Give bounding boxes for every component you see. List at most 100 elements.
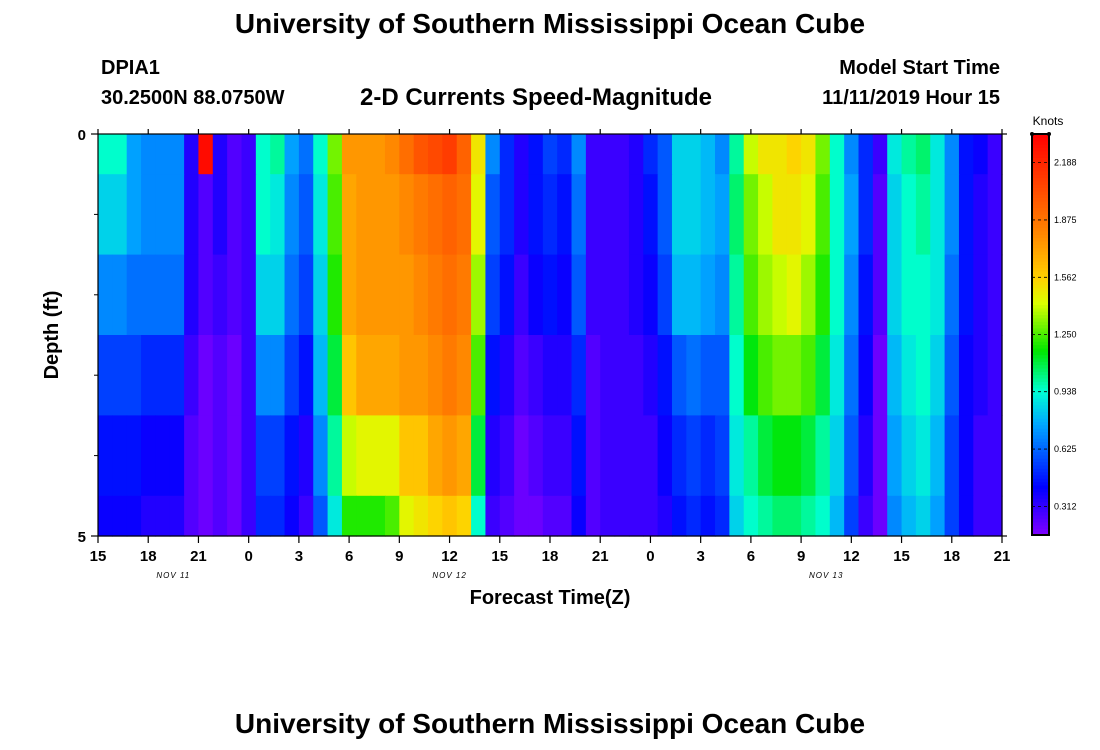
- colorbar-segment: [1032, 471, 1049, 476]
- heatmap-cell: [255, 335, 271, 416]
- heatmap-cell: [887, 254, 903, 336]
- heatmap-cell: [327, 335, 343, 416]
- colorbar-segment: [1032, 244, 1049, 249]
- heatmap-cell: [442, 254, 458, 336]
- heatmap-cell: [715, 134, 730, 175]
- heatmap-cell: [169, 254, 185, 336]
- heatmap-cell: [270, 415, 286, 497]
- heatmap-cell: [428, 495, 443, 537]
- heatmap-cell: [987, 134, 1003, 175]
- heatmap-cell: [944, 174, 960, 256]
- heatmap-cell: [628, 134, 644, 175]
- footer-title: University of Southern Mississippi Ocean…: [234, 708, 866, 739]
- heatmap-cell: [915, 134, 931, 175]
- heatmap-cell: [155, 254, 171, 336]
- heatmap-cell: [98, 174, 113, 256]
- heatmap-cell: [227, 174, 243, 256]
- heatmap-cell: [384, 174, 400, 256]
- heatmap-cell: [212, 134, 228, 175]
- colorbar-segment: [1032, 418, 1049, 422]
- colorbar-segment: [1032, 484, 1049, 489]
- colorbar-segment: [1032, 491, 1049, 496]
- heatmap-cell: [485, 254, 501, 336]
- heatmap-cell: [126, 174, 142, 256]
- colorbar-segment: [1032, 397, 1049, 402]
- heatmap-cell: [901, 495, 917, 537]
- heatmap-cell: [155, 174, 171, 256]
- heatmap-cell: [442, 415, 458, 497]
- colorbar-segment: [1032, 448, 1049, 453]
- heatmap-cell: [198, 254, 214, 336]
- heatmap-cell: [600, 174, 616, 256]
- heatmap-cell: [542, 415, 558, 497]
- heatmap-cell: [686, 174, 702, 256]
- heatmap-cell: [772, 254, 788, 336]
- heatmap-cell: [557, 415, 573, 497]
- heatmap-cell: [743, 254, 759, 336]
- heatmap-cell: [628, 335, 644, 416]
- heatmap-cell: [313, 134, 329, 175]
- heatmap-cell: [801, 134, 817, 175]
- heatmap-cell: [399, 495, 415, 537]
- heatmap-cell: [356, 174, 372, 256]
- heatmap-cell: [327, 174, 343, 256]
- heatmap-cell: [815, 134, 831, 175]
- heatmap-cell: [499, 174, 515, 256]
- heatmap-cell: [98, 134, 113, 175]
- heatmap-cell: [930, 415, 946, 497]
- colorbar-segment: [1032, 150, 1049, 155]
- heatmap-cell: [255, 254, 271, 336]
- heatmap-cell: [571, 415, 587, 497]
- x-tick-label: 21: [190, 548, 207, 565]
- heatmap-cell: [671, 415, 687, 497]
- heatmap-cell: [198, 174, 214, 256]
- heatmap-cell: [801, 254, 817, 336]
- colorbar-segment: [1032, 498, 1049, 503]
- heatmap-cell: [600, 134, 616, 175]
- colorbar-segment: [1032, 260, 1049, 265]
- heatmap-cell: [456, 335, 472, 416]
- heatmap-cell: [413, 174, 429, 256]
- heatmap-cell: [686, 495, 702, 537]
- station-coordinates: 30.2500N 88.0750W: [101, 87, 285, 109]
- heatmap-cell: [600, 415, 616, 497]
- colorbar-segment: [1032, 364, 1049, 369]
- heatmap-cell: [772, 495, 788, 537]
- heatmap-cell: [729, 495, 745, 537]
- heatmap-cell: [126, 495, 142, 537]
- heatmap-cell: [370, 174, 386, 256]
- heatmap-cell: [801, 174, 817, 256]
- heatmap-cell: [384, 335, 400, 416]
- heatmap-cell: [370, 415, 386, 497]
- heatmap-cell: [758, 495, 774, 537]
- colorbar-segment: [1032, 474, 1049, 479]
- colorbar-segment: [1032, 227, 1049, 232]
- colorbar-segment: [1032, 174, 1049, 179]
- colorbar-segment: [1032, 434, 1049, 439]
- colorbar-segment: [1032, 327, 1049, 332]
- heatmap-cell: [528, 495, 544, 537]
- heatmap-cell: [341, 495, 357, 537]
- heatmap-cell: [872, 134, 888, 175]
- colorbar-tick-label: 1.250: [1054, 330, 1077, 340]
- heatmap-cell: [356, 134, 372, 175]
- heatmap-cell: [815, 495, 831, 537]
- heatmap-cell: [872, 254, 888, 336]
- colorbar-tick-label: 1.875: [1054, 215, 1077, 225]
- colorbar-segment: [1032, 371, 1049, 376]
- heatmap-cell: [815, 415, 831, 497]
- heatmap-cell: [212, 254, 228, 336]
- colorbar-segment: [1032, 154, 1049, 158]
- heatmap-cell: [944, 415, 960, 497]
- heatmap-cell: [298, 415, 314, 497]
- x-tick-label: 3: [295, 548, 303, 565]
- heatmap-cell: [112, 134, 128, 175]
- colorbar-segment: [1032, 454, 1049, 459]
- colorbar-segment: [1032, 230, 1049, 235]
- heatmap-cell: [428, 134, 443, 175]
- colorbar-segment: [1032, 317, 1049, 322]
- colorbar-segment: [1032, 438, 1049, 443]
- heatmap-cell: [557, 495, 573, 537]
- colorbar-segment: [1032, 374, 1049, 379]
- heatmap-cell: [327, 254, 343, 336]
